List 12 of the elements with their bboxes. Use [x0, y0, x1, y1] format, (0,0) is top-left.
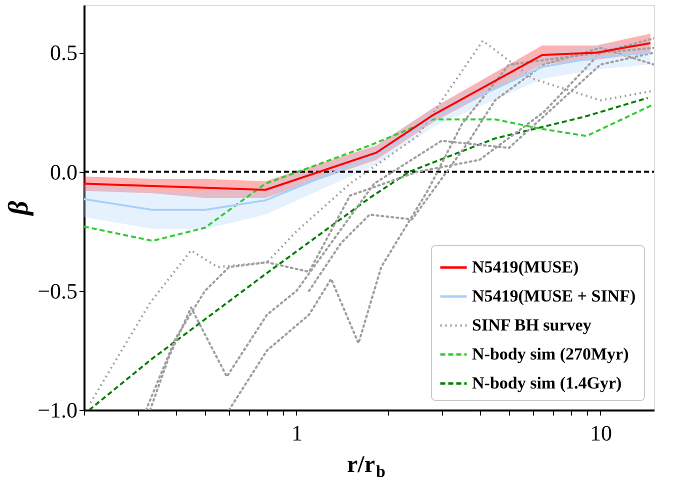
legend-label: N5419(MUSE + SINF)	[472, 286, 636, 306]
x-tick-label: 10	[590, 420, 612, 446]
y-tick-label: −0.5	[38, 278, 78, 304]
legend-label: SINF BH survey	[472, 316, 592, 334]
legend-label: N5419(MUSE)	[472, 258, 579, 276]
y-axis-title: β	[4, 200, 35, 216]
x-tick-label: 1	[291, 420, 302, 446]
y-tick-label: 0.5	[50, 40, 78, 66]
legend-label: N-body sim (1.4Gyr)	[472, 374, 622, 392]
legend-label: N-body sim (270Myr)	[472, 344, 629, 364]
y-tick-label: −1.0	[38, 398, 78, 422]
y-tick-label: 0.0	[50, 159, 78, 184]
